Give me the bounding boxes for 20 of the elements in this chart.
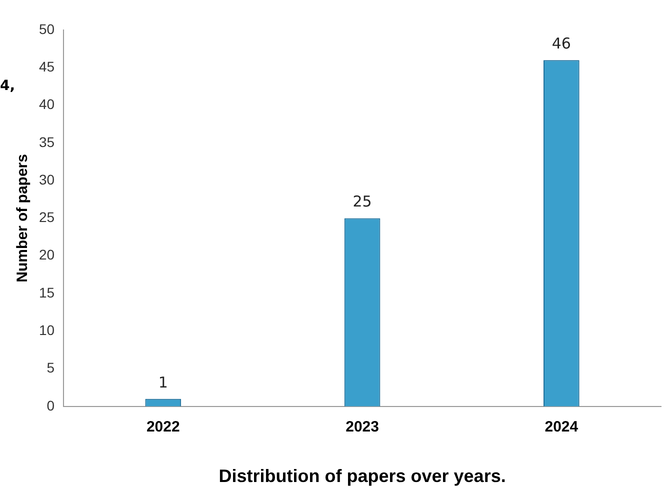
y-tick-label: 20 bbox=[38, 246, 55, 263]
x-tick-label: 2023 bbox=[346, 418, 379, 436]
y-tick-label: 40 bbox=[38, 96, 55, 112]
y-tick-label: 15 bbox=[38, 284, 55, 300]
data-label: 1 bbox=[158, 373, 168, 392]
y-tick-label: 0 bbox=[46, 397, 55, 414]
y-tick-label: 35 bbox=[38, 134, 55, 150]
y-tick-label: 25 bbox=[38, 209, 55, 226]
x-tick-label: 2022 bbox=[146, 418, 180, 436]
y-tick-label: 10 bbox=[38, 322, 55, 338]
y-tick-label: 45 bbox=[38, 58, 55, 74]
text: 4, bbox=[0, 78, 16, 94]
y-tick-label: 50 bbox=[38, 20, 55, 37]
x-tick-label: 2024 bbox=[544, 418, 579, 436]
y-tick-label: 30 bbox=[38, 171, 55, 188]
x-axis-title: Distribution of papers over years. bbox=[218, 466, 506, 486]
data-label: 46 bbox=[552, 34, 571, 53]
y-tick-label: 5 bbox=[46, 360, 55, 376]
y-axis-title: Number of papers bbox=[14, 154, 32, 282]
data-label: 25 bbox=[352, 192, 372, 211]
